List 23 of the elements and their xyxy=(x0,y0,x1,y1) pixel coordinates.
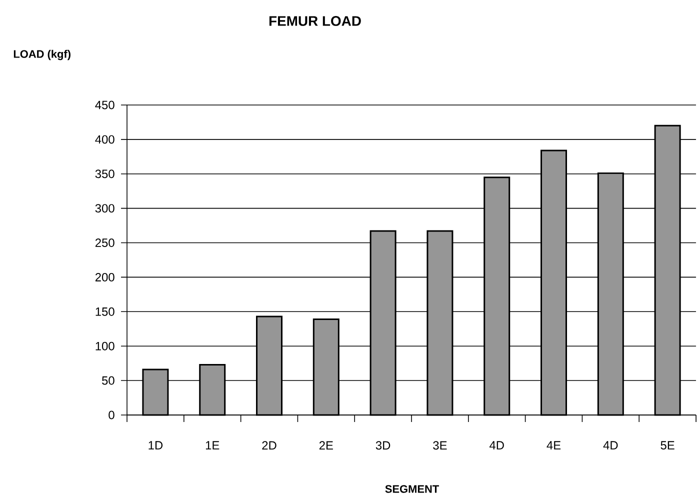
x-tick-label: 4D xyxy=(603,441,618,450)
x-tick-label: 5E xyxy=(660,441,674,450)
y-tick-label: 100 xyxy=(96,342,114,350)
y-tick-label: 350 xyxy=(95,170,114,178)
y-tick-label: 450 xyxy=(95,100,114,110)
y-tick-label: 400 xyxy=(95,135,114,144)
y-tick-label: 50 xyxy=(102,376,114,385)
y-tick-label: 300 xyxy=(95,204,114,213)
y-tick-label: 0 xyxy=(108,410,114,420)
y-tick-label: 250 xyxy=(95,238,114,247)
y-tick-label: 200 xyxy=(95,272,114,282)
x-axis-title: SEGMENT xyxy=(385,485,439,493)
x-tick-label: 1D xyxy=(148,441,163,450)
x-tick-label: 4E xyxy=(546,441,561,450)
y-tick-label: 150 xyxy=(96,307,114,316)
x-tick-label: 1E xyxy=(206,441,220,450)
chart-title: FEMUR LOAD xyxy=(269,16,361,26)
x-tick-label: 2D xyxy=(262,441,276,450)
x-tick-label: 3D xyxy=(376,441,390,450)
x-tick-label: 2E xyxy=(319,441,333,450)
y-axis-title: LOAD (kgf) xyxy=(14,50,70,60)
x-tick-label: 3E xyxy=(433,441,447,450)
x-tick-label: 4D xyxy=(490,441,504,450)
